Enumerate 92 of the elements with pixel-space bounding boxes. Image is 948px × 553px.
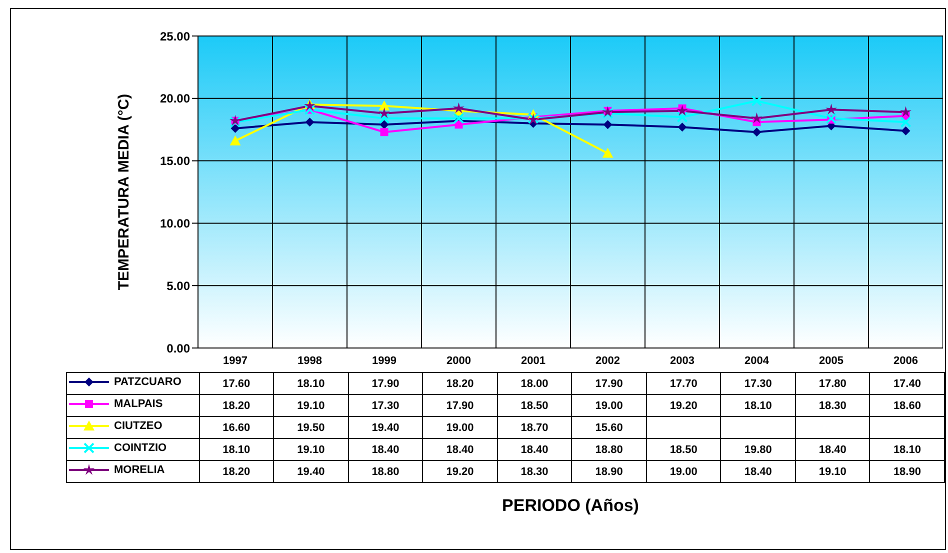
table-cell: 17.80 [795,372,870,394]
table-cell: 18.10 [199,438,274,460]
table-cell: 17.60 [199,372,274,394]
point [900,116,912,128]
table-cell: 18.40 [720,460,796,482]
table-cell: 17.90 [572,372,646,394]
point [453,102,464,114]
table-cell: 19.00 [572,394,646,416]
table-cell: 18.20 [199,460,274,482]
table-cell: 17.30 [720,372,796,394]
table-cell: 17.30 [348,394,423,416]
table-cell: 18.70 [497,416,572,438]
x-tick-label: 2002 [596,354,620,367]
table-cell: 19.40 [348,416,423,438]
table-cell: 17.90 [348,372,423,394]
table-cell: 18.20 [422,372,498,394]
x-tick-label: 1998 [298,354,322,367]
table-cell: 18.20 [199,394,274,416]
table-cell: 19.80 [720,438,796,460]
table-cell: 19.10 [795,460,870,482]
point [751,112,762,124]
point [380,120,389,130]
table-cell: 18.10 [274,372,348,394]
x-tick-label: 2004 [744,354,770,367]
point [230,135,241,146]
legend-label: MALPAIS [114,398,163,410]
table-cell: 19.20 [422,460,498,482]
point [901,126,910,136]
point [380,128,388,136]
point [378,100,390,110]
table-cell: 18.50 [646,438,721,460]
table-cell: 19.50 [274,416,348,438]
table-cell: 19.00 [422,416,498,438]
table-cell: 15.60 [572,416,646,438]
table-cell: 18.10 [720,394,796,416]
table-cell: 19.10 [274,394,348,416]
y-tick-label: 20.00 [160,92,190,106]
x-tick-label: 2001 [521,354,546,367]
point [602,148,614,158]
point [826,112,837,124]
y-tick-label: 0.00 [166,341,190,356]
table-cell: 17.40 [870,372,944,394]
text: PERIODO (Años) [501,496,640,516]
point [603,120,612,130]
point [751,95,762,106]
table-cell: 18.60 [870,394,944,416]
x-tick-label: 2005 [819,354,844,367]
point [900,106,912,117]
table-cell: 18.90 [572,460,646,482]
point [230,124,240,133]
legend-label: CIUTZEO [114,420,162,432]
x-tick-label: 1997 [223,354,248,367]
x-tick-label: 2000 [446,354,471,367]
table-cell: 17.90 [422,394,498,416]
table-cell: 18.40 [795,438,870,460]
point [676,104,688,116]
x-tick-label: 1999 [372,354,396,367]
point [676,112,688,123]
table-cell: 18.80 [572,438,646,460]
y-tick-label: 25.00 [160,29,190,44]
table-cell: 18.40 [422,438,498,460]
y-axis-title: TEMPERATURA MEDIA (°C) [115,94,132,290]
legend-label: MORELIA [114,464,165,476]
x-tick-label: 2003 [670,354,694,367]
point [453,112,464,124]
y-tick-label: 10.00 [160,216,190,230]
table-cell: 18.40 [348,438,423,460]
table-cell: 18.80 [348,460,423,482]
table-cell: 17.70 [646,372,721,394]
table-cell: 16.60 [199,416,274,438]
y-tick-label: 5.00 [166,278,190,293]
y-tick-label: 15.00 [160,154,190,168]
table-cell: 19.40 [274,460,348,482]
table-cell: 19.20 [646,394,721,416]
point [678,122,687,132]
table-cell: 18.50 [497,394,572,416]
table-cell: 18.40 [497,438,572,460]
table-cell: 18.90 [870,460,944,482]
point [752,128,762,137]
legend-label: COINTZIO [114,442,167,454]
point [378,112,390,124]
table-cell: 18.30 [497,460,572,482]
point [826,104,837,114]
x-tick-label: 2006 [894,354,918,367]
point [305,118,314,127]
table-cell: 18.00 [497,372,572,394]
point [378,107,390,118]
legend-label: PATZCUARO [114,376,182,388]
table-cell: 18.10 [870,438,944,460]
table-cell: 18.30 [795,394,870,416]
table-cell: 19.00 [646,460,721,482]
table-cell: 19.10 [274,438,348,460]
